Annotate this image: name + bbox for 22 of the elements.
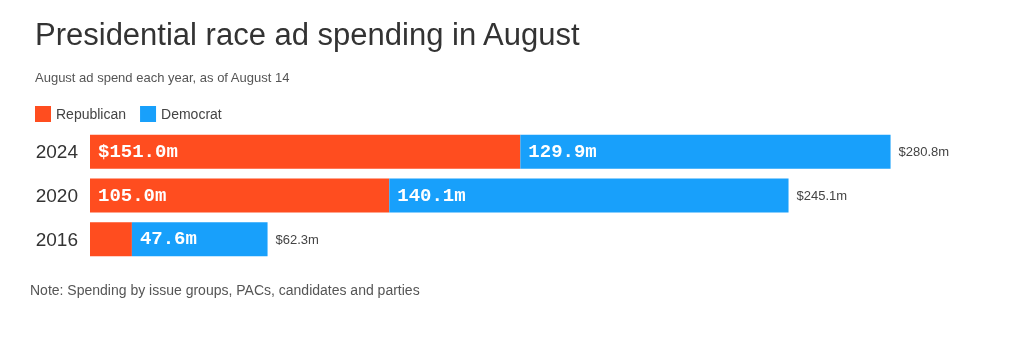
chart-subtitle: August ad spend each year, as of August 14: [35, 70, 290, 85]
legend-label: Democrat: [161, 106, 222, 122]
bar: [90, 222, 132, 257]
bar: [90, 178, 390, 213]
data-label: $151.0m: [98, 140, 178, 163]
y-tick-label: 2016: [35, 228, 78, 250]
total-label: $62.3m: [275, 231, 319, 247]
legend-label: Republican: [56, 106, 127, 122]
data-label: 140.1m: [397, 184, 466, 207]
bar: [90, 134, 521, 169]
text: Note: Spending by issue groups, PACs, candidates and parties: [30, 282, 420, 298]
total-label: $280.8m: [898, 144, 950, 160]
bar: [520, 134, 891, 169]
total-label: $245.1m: [796, 188, 848, 203]
data-label: 129.9m: [528, 140, 597, 163]
data-label: 105.0m: [98, 184, 167, 207]
y-tick-label: 2020: [35, 185, 78, 206]
chart-title: Presidential race ad spending in August: [35, 17, 580, 52]
data-label: 47.6m: [139, 228, 197, 251]
bar: [389, 178, 789, 213]
y-tick-label: 2024: [35, 141, 79, 163]
bar: [131, 222, 268, 257]
